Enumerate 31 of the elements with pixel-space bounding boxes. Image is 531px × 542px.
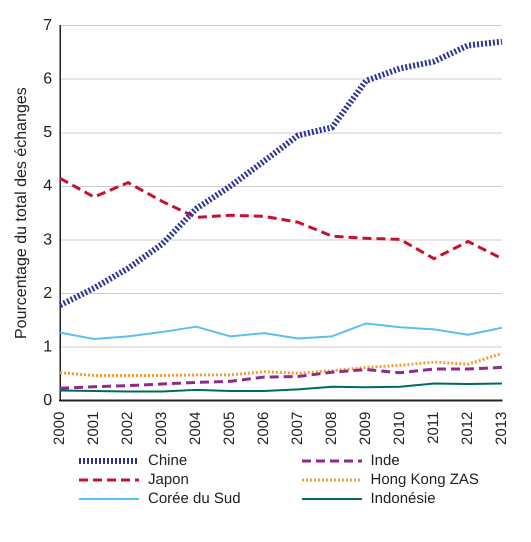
legend-label: Japon	[148, 471, 189, 488]
x-tick-label: 2001	[85, 412, 102, 446]
y-tick-label: 7	[43, 17, 52, 34]
legend-label: Hong Kong ZAS	[370, 471, 479, 488]
line-series	[58, 366, 504, 390]
x-tick-label: 2004	[187, 412, 204, 446]
y-tick-label: 3	[43, 231, 52, 248]
x-tick-label: 2010	[391, 412, 408, 446]
y-tick-label: 1	[43, 338, 52, 356]
legend-label: Chine	[148, 452, 188, 469]
y-tick-label: 2	[43, 284, 52, 302]
x-tick-label: 2005	[221, 412, 238, 446]
x-tick-label: 2008	[323, 412, 340, 446]
x-tick-label: 2003	[153, 412, 170, 446]
y-axis-title: Pourcentage du total des échanges	[13, 87, 30, 339]
y-tick-label: 5	[43, 124, 52, 142]
x-tick-label: 2000	[51, 412, 68, 446]
x-tick-label: 2002	[119, 412, 136, 446]
x-tick-label: 2012	[459, 412, 476, 446]
x-tick-label: 2011	[425, 412, 442, 444]
x-tick-label: 2007	[289, 412, 306, 446]
legend-label: Corée du Sud	[148, 490, 241, 507]
x-tick-label: 2006	[255, 412, 272, 446]
y-tick-label: 0	[43, 392, 52, 410]
line-series	[58, 352, 504, 377]
legend-label: Indonésie	[370, 490, 436, 507]
y-tick-label: 4	[43, 178, 52, 195]
x-tick-label: 2013	[493, 412, 510, 446]
x-tick-label: 2009	[357, 412, 374, 446]
legend-label: Inde	[370, 452, 400, 469]
y-tick-label: 6	[43, 70, 52, 88]
